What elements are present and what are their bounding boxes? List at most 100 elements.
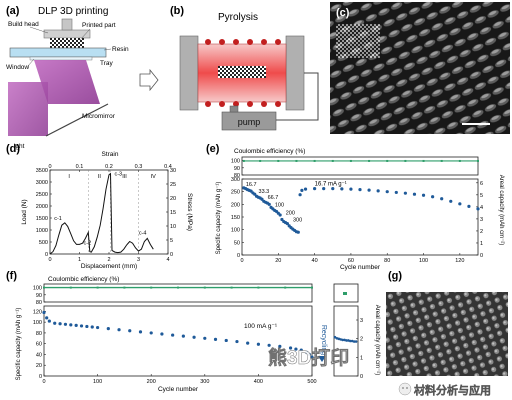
- panel-f-capacity-point: [224, 338, 228, 343]
- panel-d-label: (d): [6, 143, 20, 155]
- panel-e-ytick-label: 50: [234, 240, 240, 246]
- panel-f-capacity-point: [310, 355, 314, 359]
- panel-f-ytick-label: 60: [36, 342, 42, 348]
- panel-f-xtick-label: 300: [200, 379, 209, 385]
- panel-e-capacity-point: [331, 187, 335, 191]
- panel-d-xlabel: Displacement (mm): [81, 263, 137, 270]
- panel-d-point-label: c-1: [54, 216, 62, 222]
- panel-f-ce-point: [257, 286, 260, 289]
- panel-e-capacity-point: [476, 207, 480, 211]
- panel-e-capacity-point: [467, 204, 471, 208]
- callout-tray: Tray: [100, 60, 114, 67]
- panel-e-capacity-point: [412, 192, 417, 196]
- panel-f-capacity-point: [192, 335, 196, 339]
- panel-f-ytick-right-label: 0: [360, 374, 363, 380]
- panel-e-capacity-point: [367, 188, 371, 192]
- panel-f-ytick-label: 20: [36, 363, 42, 369]
- panel-g: (g): [386, 270, 508, 376]
- panel-d-ytick-label: 1500: [36, 216, 48, 222]
- panel-f-capacity-point: [96, 325, 100, 330]
- panel-e-xtick-label: 120: [455, 258, 464, 264]
- panel-e-ce-tick-label: 90: [234, 166, 240, 172]
- panel-a-title: DLP 3D printing: [38, 6, 108, 17]
- panel-e-ytick-label: 300: [231, 177, 240, 183]
- panel-d: (d) Strain 0 1 2 3 4 0 0.1 0.2 0.3 0.4 0 500 1000 1…: [6, 143, 193, 270]
- panel-d-point-labels: c-1 c-2 c-3 c-4: [54, 172, 146, 247]
- furnace-end-left: [179, 35, 199, 111]
- panel-f-capacity-point: [288, 346, 293, 350]
- build-head-arm: [61, 18, 73, 31]
- panel-e-ylabel-left: Specific capacity (mAh g⁻¹): [216, 182, 222, 255]
- light-beam-upper: [34, 60, 100, 104]
- panel-e-ytick-label: 150: [231, 215, 240, 221]
- panel-f-recycle-point: [341, 338, 344, 342]
- panel-e-rate-label-final: 16.7 mA g⁻¹: [315, 181, 347, 187]
- panel-d-point-label: c-2: [84, 240, 92, 246]
- panel-f-ce-point: [230, 286, 233, 289]
- panel-f-capacity-point: [299, 348, 303, 352]
- panel-f-recycle-point: [352, 340, 356, 343]
- panel-f-recycling-label: Recycling: [320, 325, 327, 355]
- panel-f-ce-point: [43, 286, 45, 289]
- panel-e-ce-tick-label: 80: [234, 173, 240, 179]
- panel-e-rate-label: 100: [275, 202, 284, 208]
- panel-e-capacity-point: [340, 187, 344, 191]
- panel-f-capacity-point: [181, 334, 185, 338]
- panel-d-top-axis-label: Strain: [102, 151, 119, 158]
- panel-d-ytick-right-label: 30: [170, 168, 176, 174]
- panel-e-capacity-point: [449, 199, 453, 203]
- panel-f-ylabel-right: Areal capacity (mAh cm⁻²): [374, 305, 380, 376]
- panel-f-recycle-ce-point: [343, 292, 347, 295]
- panel-e-capacity-points: [242, 186, 480, 234]
- panel-f-capacity-point: [278, 344, 282, 348]
- heating-coils: [205, 39, 281, 107]
- panel-f-ce-point: [123, 286, 126, 289]
- panel-f-capacity-point: [79, 324, 84, 328]
- panel-e-rate-label: 300: [293, 217, 302, 223]
- panel-e-capacity-point: [349, 187, 353, 191]
- panel-f-capacity-point: [85, 324, 89, 329]
- panel-e-capacity-point: [298, 193, 302, 197]
- panel-d-toptick-label: 0.4: [164, 164, 172, 170]
- panel-e-capacity-point: [358, 188, 362, 192]
- panel-f-ce-title: Coulombic efficiency (%): [48, 276, 119, 283]
- panel-d-xtick-label: 4: [166, 257, 169, 263]
- callout-build-head: Build head: [8, 21, 39, 28]
- panel-e-ce-point: [313, 159, 316, 162]
- panel-f-ytick-label: 0: [39, 374, 42, 380]
- panel-f-recycle-point: [349, 339, 352, 343]
- pump-label: pump: [238, 117, 261, 127]
- panel-b-label: (b): [170, 5, 184, 17]
- panel-f-ce-tick-label: 80: [36, 300, 42, 306]
- panel-f-y-ticks: 0 20 40 60 80 100 120: [33, 309, 46, 380]
- panel-f-capacity-points: [42, 310, 314, 359]
- panel-e-ce-title: Coulombic efficiency (%): [234, 148, 305, 155]
- panel-f-ce-tick-label: 100: [33, 286, 42, 292]
- panel-d-top-ticks: 0 0.1 0.2 0.3 0.4: [48, 164, 172, 172]
- panel-d-ytick-right-label: 20: [170, 196, 176, 202]
- panel-d-region-label: IV: [151, 174, 157, 180]
- panel-d-ytick-right-label: 25: [170, 182, 176, 188]
- panel-e-capacity-point: [313, 187, 317, 191]
- panel-e-capacity-point: [403, 191, 407, 195]
- callout-printed-part: Printed part: [82, 22, 116, 29]
- panel-f-ce-points: [43, 286, 313, 289]
- panel-e-ce-point: [368, 159, 371, 162]
- panel-c-label: (c): [336, 7, 350, 19]
- panel-f-capacity-point: [90, 325, 94, 329]
- panel-b-title: Pyrolysis: [218, 12, 258, 23]
- panel-a: (a) DLP 3D printing Build head Printed p…: [6, 5, 129, 150]
- panel-f-capacity-point: [160, 332, 164, 336]
- resin: [9, 47, 107, 58]
- panel-d-y-ticks-right: 0 5 10 15 20 25 30: [166, 168, 176, 258]
- panel-e-ce-point: [440, 159, 443, 162]
- panel-f-xtick-label: 500: [307, 379, 316, 385]
- panel-f-capacity-point: [246, 341, 250, 345]
- panel-f-capacity-point: [307, 352, 311, 357]
- panel-d-toptick-label: 0.3: [135, 164, 143, 170]
- panel-e-ce-point: [477, 159, 479, 162]
- panel-d-ytick-label: 2000: [36, 204, 48, 210]
- watermark-corner-text: 材料分析与应用: [414, 383, 491, 397]
- panel-e-xtick-label: 20: [275, 258, 281, 264]
